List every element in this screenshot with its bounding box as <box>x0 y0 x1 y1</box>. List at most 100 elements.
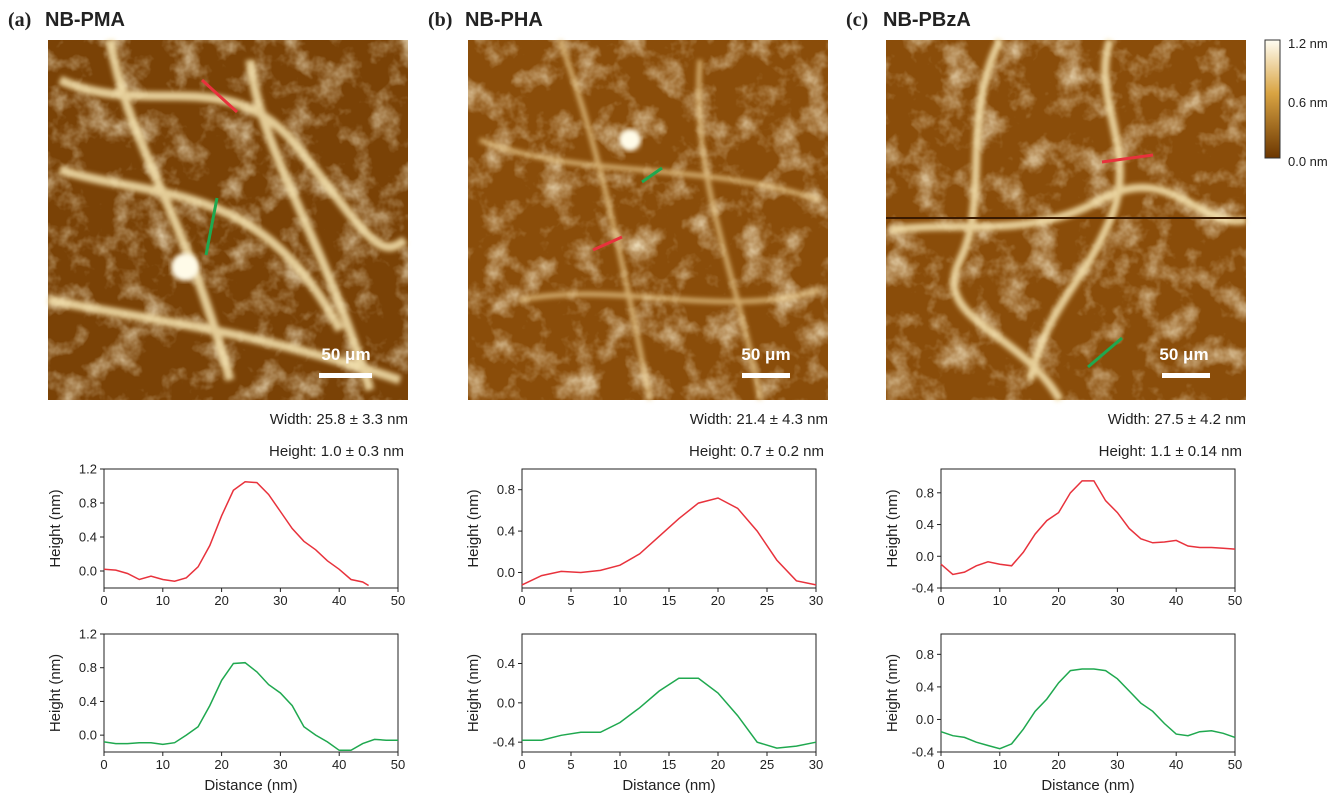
data-line <box>522 677 817 749</box>
x-axis-title: Distance (nm) <box>622 777 715 794</box>
data-line <box>103 481 369 587</box>
afm-images <box>47 38 1247 402</box>
x-tick-label: 30 <box>1110 757 1124 772</box>
width-stat: Width: 25.8 ± 3.3 nm <box>270 411 408 428</box>
x-tick-label: 25 <box>760 757 774 772</box>
panel-label: (b) <box>428 9 452 31</box>
x-tick-label: 10 <box>156 757 170 772</box>
x-tick-label: 15 <box>662 757 676 772</box>
y-axis-title: Height (nm) <box>884 489 901 567</box>
y-tick-label: 0.4 <box>916 679 934 694</box>
line-chart: -0.4 0.0 0.4 0.8 0 10 20 30 40 50 Height (nm) <box>884 468 1242 608</box>
y-tick-label: 0.4 <box>497 524 515 539</box>
data-line <box>940 668 1236 750</box>
panel-title: NB-PMA <box>45 9 125 31</box>
colorbar-label: 1.2 nm <box>1288 36 1328 51</box>
y-tick-label: 0.0 <box>79 728 97 743</box>
x-axis-title: Distance (nm) <box>204 777 297 794</box>
y-tick-label: -0.4 <box>493 735 515 750</box>
line-chart: -0.4 0.0 0.4 0.8 0 10 20 30 40 50 Height (nm) Dista… <box>884 633 1242 794</box>
panel-label: (c) <box>846 9 868 31</box>
afm-image <box>886 38 1247 402</box>
x-tick-label: 0 <box>937 593 944 608</box>
y-tick-label: 0.0 <box>497 695 515 710</box>
x-tick-label: 30 <box>1110 593 1124 608</box>
x-tick-label: 50 <box>391 757 405 772</box>
data-line <box>940 480 1236 576</box>
x-tick-label: 20 <box>214 593 228 608</box>
x-tick-label: 0 <box>937 757 944 772</box>
line-chart: 0.0 0.4 0.8 0 5 10 15 20 25 30 Height (nm) <box>465 468 823 608</box>
y-tick-label: -0.4 <box>912 745 934 760</box>
plot-frame <box>940 468 1236 589</box>
panel-title: NB-PHA <box>465 9 543 31</box>
y-axis-title: Height (nm) <box>884 654 901 732</box>
data-line <box>521 497 817 586</box>
panel-title: NB-PBzA <box>883 9 971 31</box>
colorbar-label: 0.0 nm <box>1288 154 1328 169</box>
x-tick-label: 5 <box>567 757 574 772</box>
x-tick-label: 10 <box>993 757 1007 772</box>
y-tick-label: 0.4 <box>79 530 97 545</box>
x-tick-label: 30 <box>273 757 287 772</box>
height-stat: Height: 1.0 ± 0.3 nm <box>269 443 404 460</box>
x-tick-label: 50 <box>1228 593 1242 608</box>
y-tick-label: 0.8 <box>916 485 934 500</box>
scale-bar-label: 50 μm <box>321 345 370 364</box>
x-tick-label: 5 <box>567 593 574 608</box>
colorbar <box>1264 39 1281 159</box>
x-tick-label: 50 <box>1228 757 1242 772</box>
line-chart: 0.0 0.4 0.8 1.2 0 10 20 30 40 50 Height (nm) <box>47 462 405 609</box>
y-axis-title: Height (nm) <box>47 654 64 732</box>
line-chart: -0.4 0.0 0.4 0 5 10 15 20 25 30 Height (nm) Distanc… <box>465 633 823 794</box>
plot-frame <box>103 468 399 589</box>
panel-label: (a) <box>8 9 31 31</box>
height-stat: Height: 1.1 ± 0.14 nm <box>1099 443 1242 460</box>
x-tick-label: 40 <box>1169 757 1183 772</box>
y-tick-label: 0.4 <box>79 694 97 709</box>
y-tick-label: 0.8 <box>79 660 97 675</box>
x-tick-label: 20 <box>214 757 228 772</box>
x-axis-title: Distance (nm) <box>1041 777 1134 794</box>
scale-bar-label: 50 μm <box>1159 345 1208 364</box>
width-stat: Width: 21.4 ± 4.3 nm <box>690 411 828 428</box>
x-tick-label: 0 <box>518 593 525 608</box>
height-stat: Height: 0.7 ± 0.2 nm <box>689 443 824 460</box>
x-tick-label: 0 <box>100 593 107 608</box>
x-tick-label: 20 <box>1051 593 1065 608</box>
x-tick-label: 30 <box>809 757 823 772</box>
y-tick-label: 1.2 <box>79 627 97 642</box>
line-chart: 0.0 0.4 0.8 1.2 0 10 20 30 40 50 Height (nm) Distan… <box>47 627 405 795</box>
x-tick-label: 50 <box>391 593 405 608</box>
x-tick-label: 10 <box>613 593 627 608</box>
width-stat: Width: 27.5 ± 4.2 nm <box>1108 411 1246 428</box>
data-line <box>103 661 398 752</box>
x-tick-label: 0 <box>100 757 107 772</box>
y-tick-label: -0.4 <box>912 581 934 596</box>
y-axis-title: Height (nm) <box>47 489 64 567</box>
y-tick-label: 0.8 <box>497 482 515 497</box>
x-tick-label: 20 <box>711 593 725 608</box>
plot-frame <box>103 633 399 753</box>
y-tick-label: 0.0 <box>79 564 97 579</box>
y-tick-label: 0.4 <box>497 656 515 671</box>
x-tick-label: 25 <box>760 593 774 608</box>
afm-image <box>47 39 408 400</box>
x-tick-label: 10 <box>993 593 1007 608</box>
x-tick-label: 30 <box>273 593 287 608</box>
y-tick-label: 0.0 <box>916 549 934 564</box>
x-tick-label: 10 <box>156 593 170 608</box>
y-tick-label: 0.8 <box>916 647 934 662</box>
y-tick-label: 0.0 <box>497 565 515 580</box>
y-tick-label: 0.4 <box>916 517 934 532</box>
x-tick-label: 40 <box>332 593 346 608</box>
afm-image <box>468 39 828 401</box>
x-tick-label: 30 <box>809 593 823 608</box>
scale-bar-label: 50 μm <box>741 345 790 364</box>
y-tick-label: 0.0 <box>916 712 934 727</box>
plot-frame <box>940 633 1236 753</box>
x-tick-label: 20 <box>711 757 725 772</box>
x-tick-label: 20 <box>1051 757 1065 772</box>
x-tick-label: 40 <box>332 757 346 772</box>
